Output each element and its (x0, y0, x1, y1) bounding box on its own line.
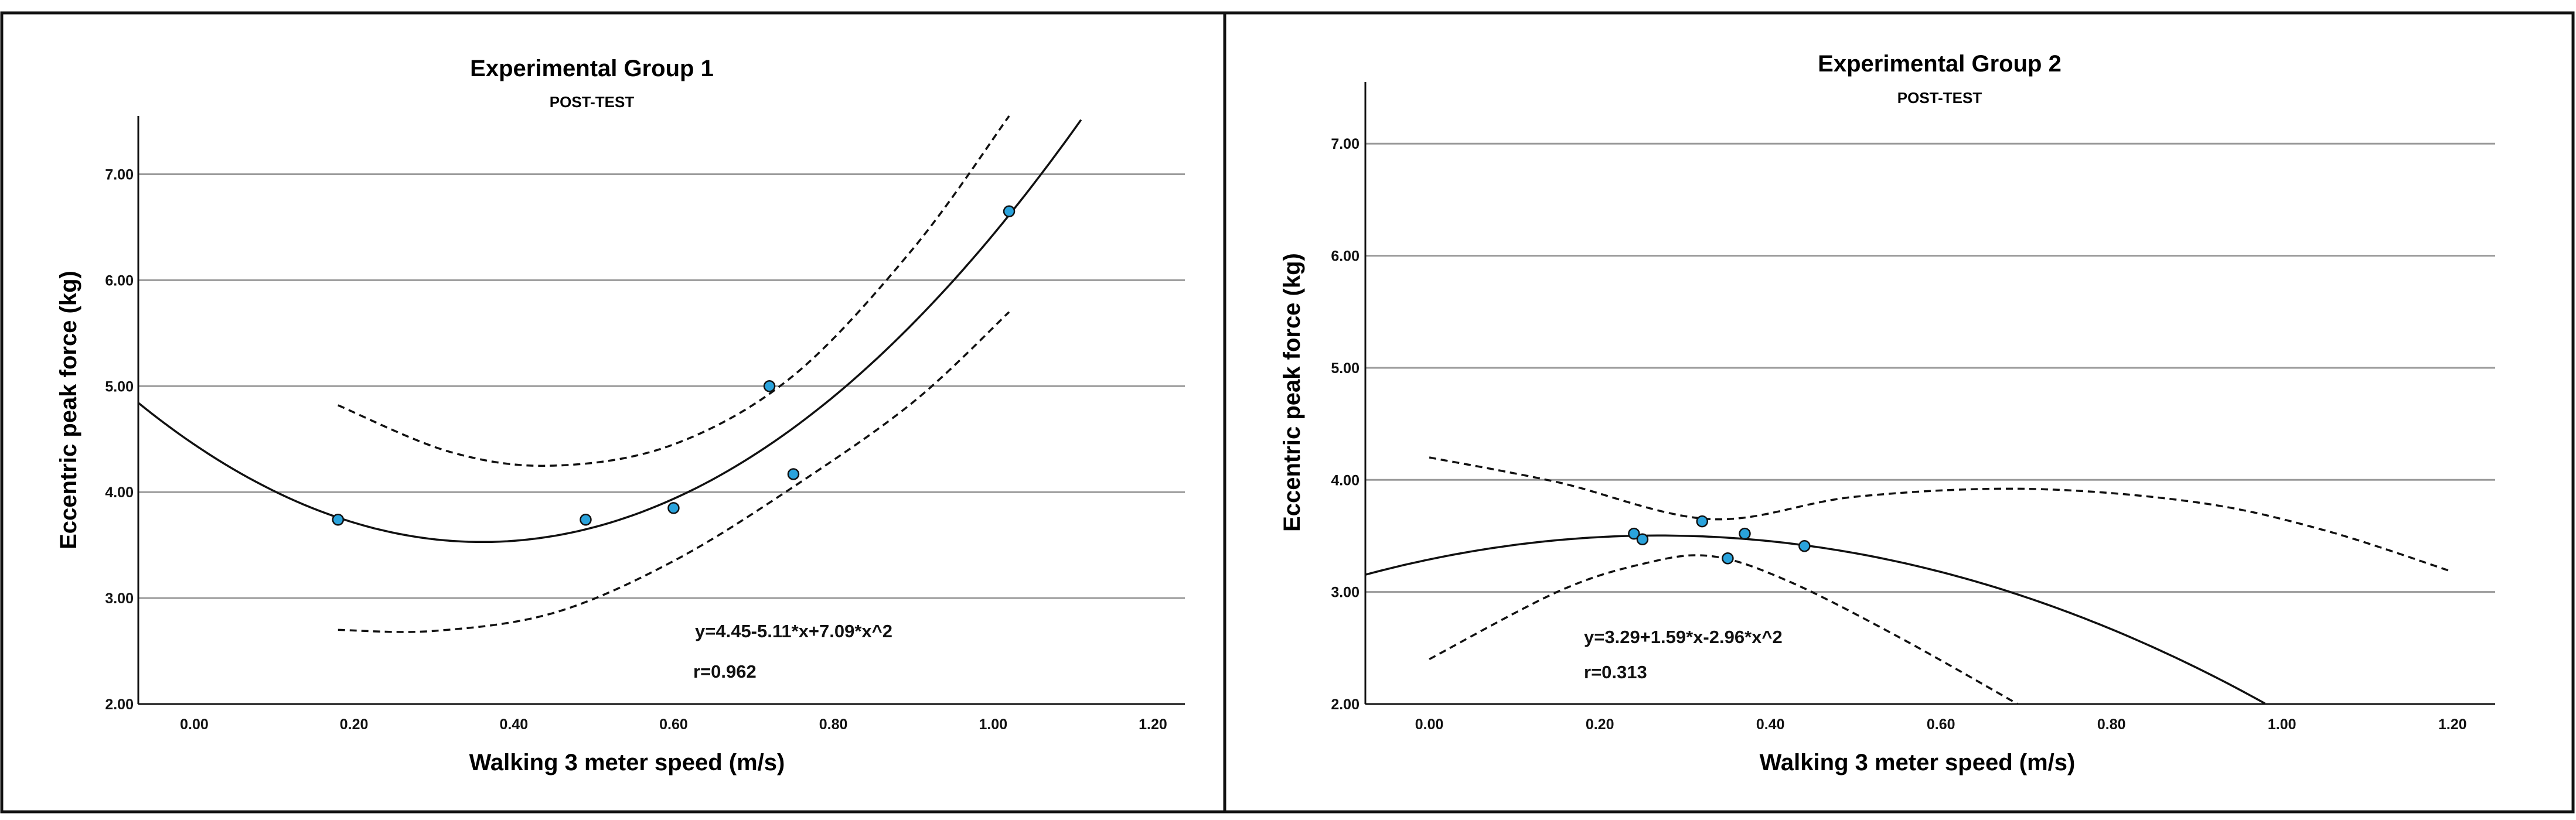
correlation-label: r=0.962 (693, 661, 757, 682)
y-tick-label: 3.00 (1331, 585, 1359, 601)
x-tick-label: 0.00 (180, 716, 209, 733)
y-tick-label: 5.00 (1331, 360, 1359, 377)
fit-equation: y=4.45-5.11*x+7.09*x^2 (695, 621, 892, 641)
y-tick-label: 6.00 (1331, 248, 1359, 265)
chart-panel-1: Experimental Group 1 POST-TEST 2.00 3.00 4… (56, 56, 1185, 775)
data-point (1636, 533, 1649, 545)
data-point (332, 513, 345, 526)
x-tick-labels: 0.00 0.20 0.40 0.60 0.80 1.00 1.20 (180, 716, 1167, 733)
ci-lower-line (1429, 554, 2018, 705)
chart-panel-2: Experimental Group 2 POST-TEST 2.00 3.00 4… (1279, 51, 2495, 775)
fit-equation: y=3.29+1.59*x-2.96*x^2 (1584, 627, 1783, 647)
x-tick-label: 0.80 (819, 716, 848, 733)
y-tick-label: 7.00 (105, 166, 134, 183)
y-tick-label: 2.00 (105, 696, 134, 713)
y-tick-labels: 2.00 3.00 4.00 5.00 6.00 7.00 (1331, 136, 1359, 713)
x-tick-label: 0.80 (2097, 716, 2126, 733)
correlation-label: r=0.313 (1584, 662, 1647, 682)
data-point (1722, 552, 1734, 565)
y-tick-labels: 2.00 3.00 4.00 5.00 6.00 7.00 (105, 166, 134, 713)
data-point (1739, 527, 1751, 540)
x-tick-label: 1.00 (2268, 716, 2296, 733)
x-tick-label: 1.20 (1139, 716, 1167, 733)
x-tick-label: 0.20 (1586, 716, 1614, 733)
y-tick-label: 7.00 (1331, 136, 1359, 152)
data-points (1628, 515, 1811, 565)
gridlines (138, 173, 1185, 599)
data-point (1003, 205, 1016, 218)
chart-title: Experimental Group 1 (470, 56, 714, 81)
data-points (332, 205, 1016, 526)
data-point (1798, 539, 1811, 552)
fit-line (1365, 534, 2265, 705)
x-tick-label: 0.00 (1415, 716, 1444, 733)
x-tick-labels: 0.00 0.20 0.40 0.60 0.80 1.00 1.20 (1415, 716, 2467, 733)
x-tick-label: 0.60 (659, 716, 688, 733)
y-tick-label: 3.00 (105, 590, 134, 607)
x-tick-label: 1.00 (979, 716, 1007, 733)
chart-subtitle: POST-TEST (1897, 89, 1982, 107)
x-tick-label: 0.20 (340, 716, 369, 733)
ci-upper-line (338, 115, 1010, 467)
x-axis-label: Walking 3 meter speed (m/s) (469, 750, 785, 775)
y-tick-label: 2.00 (1331, 696, 1359, 713)
data-point (667, 502, 680, 514)
data-point (763, 380, 776, 392)
x-axis-label: Walking 3 meter speed (m/s) (1760, 750, 2076, 775)
data-point (787, 468, 800, 480)
data-point (1628, 527, 1640, 540)
ci-lower-line (338, 311, 1010, 633)
fit-lines (137, 115, 1082, 633)
y-axis-label: Eccentric peak force (kg) (56, 271, 81, 549)
x-tick-label: 0.40 (499, 716, 528, 733)
x-tick-label: 1.20 (2438, 716, 2467, 733)
chart-subtitle: POST-TEST (550, 93, 635, 111)
y-tick-label: 4.00 (105, 484, 134, 501)
fit-lines (1365, 456, 2453, 705)
fit-line (137, 119, 1082, 544)
figure-frame (0, 11, 2575, 814)
data-point (1696, 515, 1709, 528)
gridlines (1365, 142, 2495, 593)
chart-title: Experimental Group 2 (1818, 51, 2062, 77)
y-tick-label: 6.00 (105, 272, 134, 289)
y-axis-label: Eccentric peak force (kg) (1279, 253, 1305, 532)
y-tick-label: 4.00 (1331, 472, 1359, 488)
y-tick-label: 5.00 (105, 378, 134, 395)
data-point (580, 513, 592, 526)
x-tick-label: 0.40 (1756, 716, 1785, 733)
x-tick-label: 0.60 (1927, 716, 1955, 733)
